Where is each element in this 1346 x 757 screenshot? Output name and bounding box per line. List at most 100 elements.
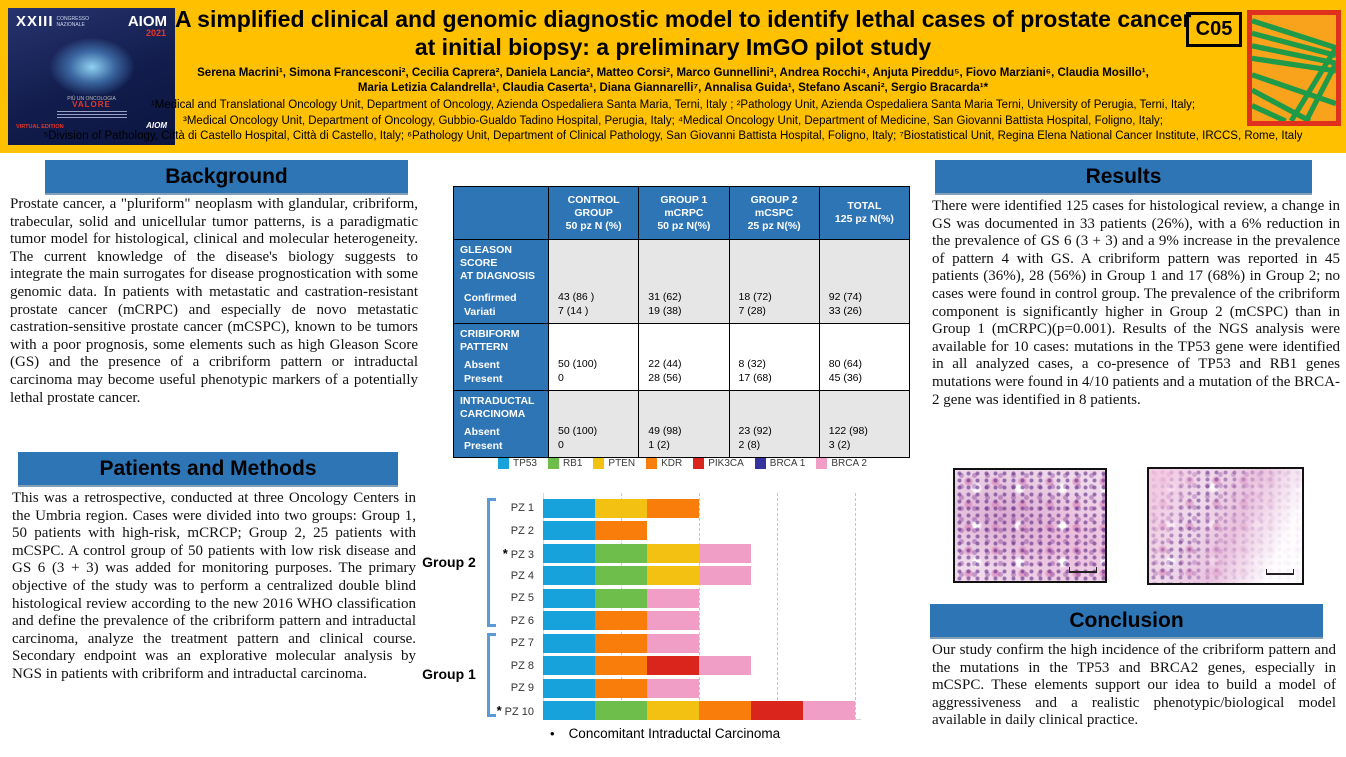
aiom-congress-label: CONGRESSO NAZIONALE xyxy=(56,16,90,28)
bar-segment-brca2 xyxy=(647,611,699,631)
bar-segment-brca2 xyxy=(803,701,855,721)
results-table-body: GLEASON SCORE AT DIAGNOSIS Confirmed Vari… xyxy=(453,239,911,458)
bar-segment-pten xyxy=(647,701,699,721)
legend-label: BRCA 2 xyxy=(831,458,867,469)
aiom-name: AIOM xyxy=(127,13,167,30)
table-cell-value: 50 (100) 0 xyxy=(558,425,598,451)
table-row-label: CRIBIFORM PATTERN Absent Present xyxy=(453,323,549,391)
bar-segment-rb1 xyxy=(595,588,647,608)
chart-bar-row: PZ 7 xyxy=(450,632,915,655)
bar-track xyxy=(543,588,699,608)
bullet-icon: • xyxy=(550,726,555,741)
chart-footnote-text: Concomitant Intraductal Carcinoma xyxy=(568,726,781,741)
bar-track xyxy=(543,656,751,676)
table-row-sublabels: Absent Present xyxy=(464,426,503,452)
histology-image-2 xyxy=(1147,467,1304,585)
legend-swatch-icon xyxy=(754,458,766,469)
aiom-tagline-valore: VALORE xyxy=(72,100,111,109)
table-column-header: CONTROL GROUP 50 pz N (%) xyxy=(547,186,640,240)
bar-label: PZ 2 xyxy=(450,525,543,537)
table-cell: 23 (92) 2 (8) xyxy=(728,390,820,458)
legend-item: PTEN xyxy=(593,458,635,469)
table-row-label: GLEASON SCORE AT DIAGNOSIS Confirmed Vari… xyxy=(453,239,549,324)
table-cell: 80 (64) 45 (36) xyxy=(818,323,911,391)
bar-label-text: PZ 6 xyxy=(510,614,534,627)
authors-block: Serena Macrini¹, Simona Francesconi², Ce… xyxy=(120,66,1226,96)
bar-segment-rb1 xyxy=(595,543,647,563)
table-cell-value: 92 (74) 33 (26) xyxy=(828,291,863,317)
bar-segment-kdr xyxy=(595,656,647,676)
bar-segment-pik3ca xyxy=(647,656,699,676)
bar-label-text: PZ 3 xyxy=(510,548,534,561)
table-cell-value: 49 (98) 1 (2) xyxy=(648,425,682,451)
chart-bar-row: * PZ 3 xyxy=(450,542,915,565)
table-row-sublabels: Confirmed Variati xyxy=(464,292,517,318)
bar-segment-brca2 xyxy=(647,588,699,608)
bar-track xyxy=(543,611,699,631)
bar-label-text: PZ 10 xyxy=(504,706,534,719)
legend-swatch-icon xyxy=(498,458,510,469)
bar-segment-tp53 xyxy=(543,566,595,586)
group-bracket xyxy=(487,498,496,627)
table-cell-value: 18 (72) 7 (28) xyxy=(738,291,772,317)
right-column: Results There were identified 125 cases … xyxy=(930,160,1342,757)
bar-segment-brca2 xyxy=(699,543,751,563)
chart-footnote: • Concomitant Intraductal Carcinoma xyxy=(550,726,780,741)
bar-label-text: PZ 9 xyxy=(510,682,534,695)
chart-bar-row: PZ 4 xyxy=(450,565,915,588)
table-cell: 122 (98) 3 (2) xyxy=(818,390,911,458)
legend-label: TP53 xyxy=(513,458,537,469)
bar-label: PZ 7 xyxy=(450,637,543,649)
bar-track xyxy=(543,633,699,653)
table-cell-value: 122 (98) 3 (2) xyxy=(828,425,868,451)
histology-image-1 xyxy=(953,468,1107,583)
bar-segment-pik3ca xyxy=(751,701,803,721)
bar-segment-tp53 xyxy=(543,543,595,563)
chart-bar-row: PZ 9 xyxy=(450,677,915,700)
mutation-chart: PZ 1 PZ 2 * PZ 3 PZ 4 PZ 5 PZ 6 PZ 7 PZ 8 PZ 9 * PZ… xyxy=(422,493,915,727)
bar-segment-kdr xyxy=(595,633,647,653)
conclusion-section-header: Conclusion xyxy=(930,604,1323,637)
table-cell-value: 31 (62) 19 (38) xyxy=(648,291,682,317)
affiliation-line: ³Medical Oncology Unit, Department of On… xyxy=(183,114,1163,127)
bar-segment-tp53 xyxy=(543,521,595,541)
bar-segment-pten xyxy=(595,498,647,518)
poster-title-line2: at initial biopsy: a preliminary ImGO pi… xyxy=(414,34,932,60)
table-cell: 22 (44) 28 (56) xyxy=(638,323,730,391)
legend-item: BRCA 1 xyxy=(754,458,806,469)
legend-label: BRCA 1 xyxy=(769,458,806,469)
imgo-logo-icon xyxy=(1247,10,1341,126)
table-header-row: CONTROL GROUP 50 pz N (%) GROUP 1 mCRPC 5… xyxy=(453,186,911,240)
bar-label: PZ 4 xyxy=(450,570,543,582)
bar-label-text: PZ 7 xyxy=(510,637,534,650)
chart-gridline xyxy=(855,493,856,720)
bar-label-text: PZ 5 xyxy=(510,592,534,605)
bar-label-text: PZ 4 xyxy=(510,569,534,582)
chart-bar-row: PZ 8 xyxy=(450,655,915,678)
aiom-year: 2021 xyxy=(145,28,166,38)
table-cell: 43 (86 ) 7 (14 ) xyxy=(547,239,640,324)
aiom-decor-lines xyxy=(56,111,127,118)
poster-code-badge: C05 xyxy=(1186,12,1242,47)
table-cell-value: 23 (92) 2 (8) xyxy=(738,425,772,451)
conclusion-text: Our study confirm the high incidence of … xyxy=(932,642,1336,729)
bar-segment-pten xyxy=(647,566,699,586)
table-row: CRIBIFORM PATTERN Absent Present 50 (100) … xyxy=(453,323,911,391)
table-row-title: INTRADUCTAL CARCINOMA xyxy=(460,395,535,420)
chart-bar-row: PZ 6 xyxy=(450,610,915,633)
title-block: A simplified clinical and genomic diagno… xyxy=(175,5,1192,61)
table-column-header: GROUP 1 mCRPC 50 pz N(%) xyxy=(638,186,730,240)
aiom-logo-top: XXIII CONGRESSO NAZIONALE AIOM xyxy=(8,8,175,30)
table-row: INTRADUCTAL CARCINOMA Absent Present 50 (1… xyxy=(453,390,911,458)
legend-swatch-icon xyxy=(593,458,605,469)
legend-item: RB1 xyxy=(547,458,582,469)
aiom-congress-logo: XXIII CONGRESSO NAZIONALE AIOM 2021 PIÙ … xyxy=(8,8,175,145)
bar-segment-tp53 xyxy=(543,678,595,698)
chart-gridline xyxy=(699,493,700,720)
table-column-header: TOTAL 125 pz N(%) xyxy=(818,186,911,240)
table-corner-cell xyxy=(453,186,549,240)
authors-line1: Serena Macrini¹, Simona Francesconi², Ce… xyxy=(197,67,1149,79)
bar-segment-brca2 xyxy=(699,656,751,676)
bar-track xyxy=(543,678,699,698)
